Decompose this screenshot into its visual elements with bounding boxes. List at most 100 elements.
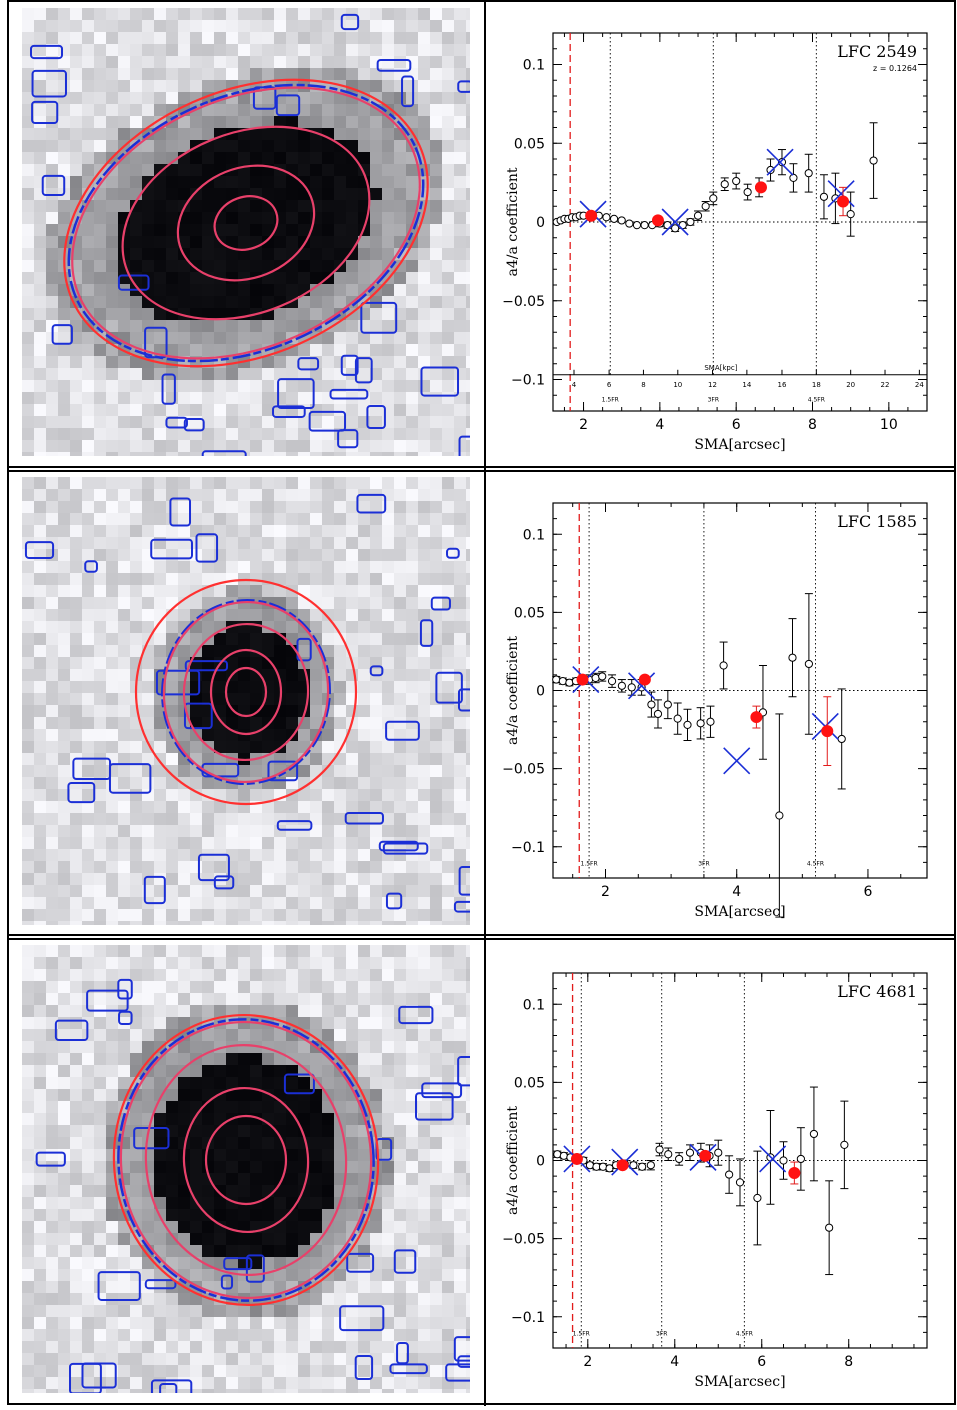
pixel (406, 477, 418, 489)
pixel (166, 380, 178, 392)
pixel (346, 1005, 358, 1017)
pixel (262, 789, 274, 801)
pixel (34, 140, 46, 152)
pixel (190, 801, 202, 813)
pixel (154, 428, 166, 440)
pixel (286, 1221, 298, 1233)
pixel (334, 969, 346, 981)
pixel (34, 1005, 46, 1017)
pixel (322, 212, 334, 224)
pixel (358, 1053, 370, 1065)
pixel (226, 1389, 238, 1393)
pixel (346, 789, 358, 801)
pixel (262, 813, 274, 825)
pixel (382, 525, 394, 537)
pixel (430, 428, 442, 440)
pixel (154, 1113, 166, 1125)
pixel (70, 356, 82, 368)
pixel (130, 1377, 142, 1389)
pixel (286, 20, 298, 32)
pixel (346, 44, 358, 56)
pixel (370, 561, 382, 573)
pixel (430, 573, 442, 585)
pixel (322, 957, 334, 969)
pixel (154, 561, 166, 573)
pixel (358, 897, 370, 909)
pixel (238, 8, 250, 20)
pixel (334, 344, 346, 356)
pixel (250, 525, 262, 537)
pixel (322, 1281, 334, 1293)
pixel (178, 861, 190, 873)
pixel (70, 116, 82, 128)
pixel (154, 921, 166, 925)
pixel (22, 1053, 34, 1065)
pixel (46, 164, 58, 176)
pixel (322, 801, 334, 813)
pixel (202, 885, 214, 897)
pixel (274, 248, 286, 260)
pixel (274, 308, 286, 320)
pixel (214, 1173, 226, 1185)
pixel (226, 537, 238, 549)
point-marker (707, 718, 714, 725)
pixel (58, 525, 70, 537)
pixel (418, 525, 430, 537)
pixel (322, 573, 334, 585)
pixel (430, 1197, 442, 1209)
pixel (82, 1173, 94, 1185)
pixel (106, 825, 118, 837)
pixel (130, 825, 142, 837)
pixel (262, 428, 274, 440)
pixel (418, 260, 430, 272)
pixel (334, 561, 346, 573)
pixel (418, 561, 430, 573)
pixel (166, 344, 178, 356)
pixel (418, 320, 430, 332)
pixel (178, 897, 190, 909)
pixel (262, 825, 274, 837)
pixel (394, 945, 406, 957)
pixel (154, 320, 166, 332)
red-point (586, 210, 597, 221)
pixel (286, 477, 298, 489)
pixel (34, 1389, 46, 1393)
pixel (406, 753, 418, 765)
pixel (166, 573, 178, 585)
pixel (250, 585, 262, 597)
pixel (130, 873, 142, 885)
pixel (70, 513, 82, 525)
pixel (310, 1125, 322, 1137)
pixel (58, 116, 70, 128)
pixel (394, 801, 406, 813)
pixel (70, 1233, 82, 1245)
pixel (382, 621, 394, 633)
pixel (166, 1101, 178, 1113)
pixel (382, 597, 394, 609)
pixel (106, 1065, 118, 1077)
pixel (346, 56, 358, 68)
pixel (334, 1161, 346, 1173)
pixel (334, 116, 346, 128)
pixel (238, 549, 250, 561)
pixel (442, 284, 454, 296)
pixel (202, 1077, 214, 1089)
pixel (166, 897, 178, 909)
pixel (46, 368, 58, 380)
pixel (358, 537, 370, 549)
pixel (322, 549, 334, 561)
pixel (58, 909, 70, 921)
pixel (82, 32, 94, 44)
pixel (418, 501, 430, 513)
pixel (358, 80, 370, 92)
pixel (322, 152, 334, 164)
pixel (106, 68, 118, 80)
pixel (22, 1185, 34, 1197)
pixel (178, 1353, 190, 1365)
pixel (262, 897, 274, 909)
pixel (250, 513, 262, 525)
pixel (238, 741, 250, 753)
pixel (34, 597, 46, 609)
pixel (322, 1329, 334, 1341)
pixel (238, 44, 250, 56)
